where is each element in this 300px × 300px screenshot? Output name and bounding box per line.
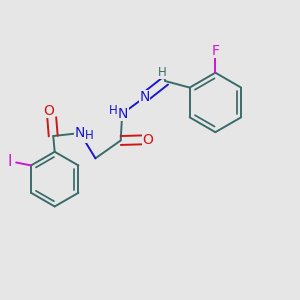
Text: H: H xyxy=(109,104,118,117)
Text: H: H xyxy=(85,129,93,142)
Text: I: I xyxy=(8,154,12,169)
Text: N: N xyxy=(75,126,85,140)
Text: F: F xyxy=(212,44,219,58)
Text: N: N xyxy=(139,90,150,104)
Text: N: N xyxy=(118,107,128,121)
Text: H: H xyxy=(158,66,167,79)
Text: O: O xyxy=(142,133,154,147)
Text: O: O xyxy=(43,104,54,118)
